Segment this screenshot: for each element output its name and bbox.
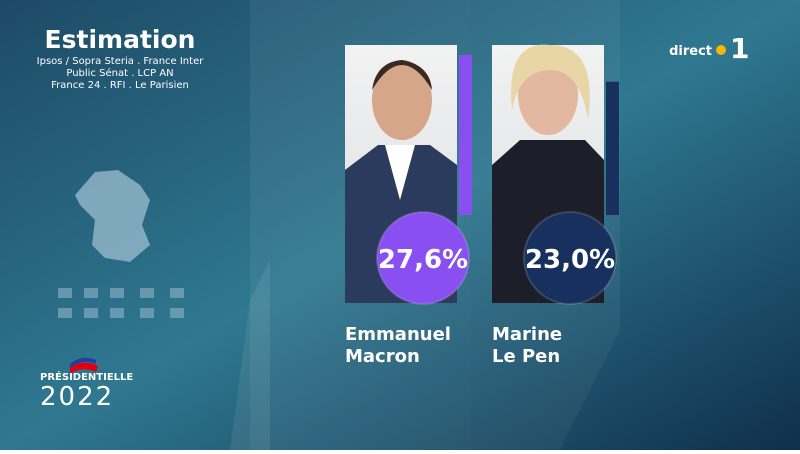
value-badge <box>376 211 470 305</box>
event-year: 2022 <box>40 382 114 412</box>
bar <box>606 81 619 216</box>
panel-edge <box>230 260 270 450</box>
channel-number: 1 <box>730 32 749 65</box>
subtitle: Ipsos / Sopra Steria . France Inter <box>37 56 205 67</box>
flag-stripe <box>70 357 96 368</box>
overseas-territories <box>58 288 184 318</box>
value-badge <box>523 211 617 305</box>
candidate-photo <box>492 44 604 303</box>
channel-live: direct <box>669 44 712 59</box>
channel-dot <box>716 45 726 55</box>
event-label: PRÉSIDENTIELLE <box>40 370 133 383</box>
subtitle: Public Sénat . LCP AN <box>66 67 173 79</box>
bar <box>459 55 472 215</box>
category-label: Emmanuel Macron <box>345 324 451 367</box>
category-label: Marine Le Pen <box>492 324 562 367</box>
value-label: 23,0% <box>525 245 615 275</box>
value-label: 27,6% <box>378 245 468 275</box>
subtitle: France 24 . RFI . Le Parisien <box>51 80 189 91</box>
chart-title: Estimation <box>45 25 196 54</box>
france-map <box>75 170 150 262</box>
flag-stripe <box>70 362 98 374</box>
